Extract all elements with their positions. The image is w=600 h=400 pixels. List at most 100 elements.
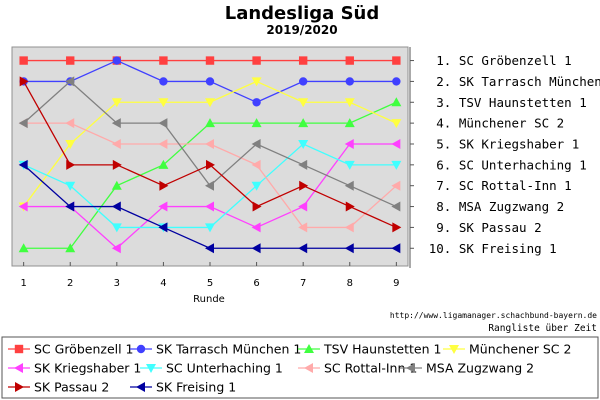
data-point [65, 76, 75, 87]
data-point [19, 76, 29, 87]
data-point [391, 119, 402, 129]
series-5 [18, 138, 401, 254]
data-point [18, 159, 28, 170]
data-point [251, 243, 261, 254]
data-point [18, 201, 28, 212]
data-point [251, 181, 262, 191]
legend-marker [136, 344, 146, 354]
data-point [205, 201, 214, 212]
legend-label: SK Tarrasch München 1 [156, 342, 301, 357]
data-point [298, 222, 308, 233]
legend-item: SK Freising 1 [130, 380, 236, 395]
data-point [111, 180, 122, 190]
data-point [65, 243, 76, 253]
data-point [205, 118, 215, 128]
data-point [205, 223, 215, 233]
legend-item: SK Tarrasch München 1 [130, 342, 301, 357]
legend-marker [406, 363, 415, 373]
x-tick-label: 6 [253, 278, 259, 289]
legend-label: MSA Zugzwang 2 [426, 361, 534, 376]
data-point [252, 56, 261, 65]
data-point [251, 159, 261, 170]
data-point [159, 77, 168, 86]
chart-title: Landesliga Süd [225, 3, 380, 24]
rank-label: 4. Münchener SC 2 [436, 116, 564, 131]
ranking-axis: 1. SC Gröbenzell 1 2. SK Tarrasch München… [409, 47, 600, 268]
x-axis-label: Runde [193, 294, 225, 305]
data-point [18, 243, 29, 253]
rank-label: 1. SC Gröbenzell 1 [436, 53, 571, 68]
legend-marker [146, 364, 156, 373]
data-point [344, 243, 354, 254]
data-point [344, 98, 355, 108]
data-point [111, 118, 121, 129]
data-point [205, 77, 215, 86]
data-point [159, 56, 168, 65]
x-tick-label: 3 [114, 278, 120, 289]
data-point [111, 138, 121, 149]
data-point [19, 56, 28, 65]
data-point [65, 118, 75, 129]
legend-label: SK Passau 2 [34, 380, 109, 395]
legend-marker [304, 363, 313, 373]
data-point [159, 180, 169, 191]
data-point [111, 243, 121, 254]
series-8 [18, 76, 401, 212]
data-point [298, 118, 309, 128]
legend-marker [304, 344, 314, 353]
legend-item: SC Unterhaching 1 [140, 361, 283, 376]
data-point [251, 118, 262, 128]
data-point [344, 138, 354, 149]
legend-marker [14, 363, 23, 373]
data-point [158, 159, 169, 169]
data-point [251, 138, 261, 149]
rank-label: 10. SK Freising 1 [429, 241, 557, 256]
chart-note: Rangliste über Zeit [488, 323, 597, 334]
data-point [298, 243, 308, 254]
data-point [205, 180, 214, 191]
data-point [298, 77, 308, 86]
data-point [344, 160, 355, 170]
x-tick-label: 9 [393, 278, 399, 289]
data-point [112, 56, 122, 65]
rank-label: 8. MSA Zugzwang 2 [436, 199, 564, 214]
chart-subtitle: 2019/2020 [266, 23, 337, 37]
data-point [392, 56, 401, 65]
legend-label: SC Unterhaching 1 [166, 361, 283, 376]
data-point [391, 138, 401, 149]
data-point [205, 243, 214, 254]
data-point [252, 98, 261, 107]
data-point [344, 180, 354, 191]
series-7 [18, 118, 401, 233]
x-tick-label: 2 [67, 278, 73, 289]
legend-marker [449, 345, 459, 354]
series-3 [18, 97, 402, 253]
data-point [298, 201, 308, 212]
data-point [66, 56, 75, 65]
data-point [299, 180, 309, 191]
data-point [252, 201, 262, 212]
data-point [345, 56, 354, 65]
data-point [66, 159, 76, 170]
legend-label: SC Gröbenzell 1 [34, 342, 134, 357]
legend-label: SC Rottal-Inn 1 [324, 361, 417, 376]
data-point [391, 201, 401, 212]
rank-label: 5. SK Kriegshaber 1 [436, 136, 579, 151]
data-point [391, 243, 401, 254]
legend-item: SK Passau 2 [8, 380, 109, 395]
legend-marker [136, 382, 145, 392]
data-point [206, 159, 215, 170]
data-point [158, 118, 168, 129]
data-point [158, 201, 168, 212]
legend-item: SC Rottal-Inn 1 [298, 361, 417, 376]
legend-label: SK Kriegshaber 1 [34, 361, 141, 376]
data-point [298, 139, 309, 149]
series-9 [19, 76, 402, 233]
rank-label: 3. TSV Haunstetten 1 [436, 95, 587, 110]
legend-marker [15, 382, 24, 392]
data-point [391, 160, 402, 170]
data-point [392, 222, 402, 233]
x-tick-label: 5 [207, 278, 213, 289]
legend-box [1, 336, 599, 399]
